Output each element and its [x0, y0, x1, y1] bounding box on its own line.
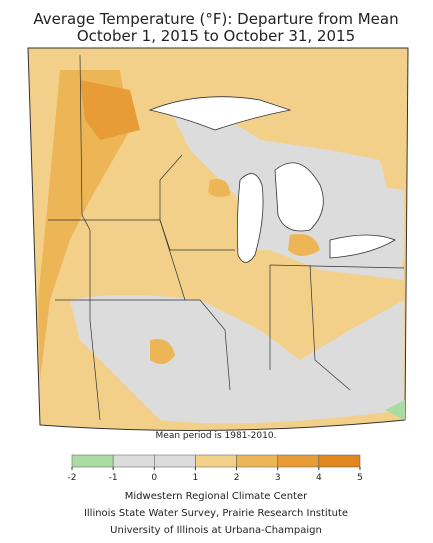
lake-erie	[329, 234, 396, 259]
cool-region	[385, 400, 405, 420]
colorbar-tick-label: 0	[151, 473, 157, 483]
warm-region	[150, 179, 320, 364]
colorbar-tick-label: -1	[109, 473, 118, 483]
hot-region	[80, 80, 140, 140]
warm-region	[38, 70, 130, 380]
colorbar-bin	[195, 454, 237, 468]
colorbar-bin	[71, 454, 114, 468]
colorbar-tick-label: 4	[316, 473, 322, 483]
colorbar-bin	[318, 454, 361, 468]
lower-michigan-lake-shore	[274, 162, 324, 232]
colorbar-tick-label: 5	[357, 473, 363, 483]
colorbar-bin	[277, 454, 320, 468]
title: Average Temperature (°F): Departure from…	[33, 10, 398, 28]
lake-michigan	[236, 173, 264, 263]
credit: Midwestern Regional Climate Center	[125, 491, 308, 502]
gray-region	[70, 295, 404, 424]
map	[27, 47, 409, 431]
colorbar-tick-label: 2	[234, 473, 240, 483]
note: Mean period is 1981-2010.	[156, 431, 277, 441]
colorbar-bin	[154, 454, 196, 468]
lake-superior	[148, 96, 292, 131]
title: October 1, 2015 to October 31, 2015	[77, 27, 355, 45]
credit: Illinois State Water Survey, Prairie Res…	[84, 508, 348, 519]
colorbar-bin	[236, 454, 278, 468]
colorbar-tick-label: 1	[193, 473, 199, 483]
colorbar: -2 -1 0 1 2 3 4 5	[68, 454, 363, 483]
state-borders	[48, 54, 405, 421]
colorbar-bin	[112, 454, 155, 468]
colorbar-tick-label: 3	[275, 473, 281, 483]
colorbar-tick-label: -2	[68, 473, 77, 483]
credit: University of Illinois at Urbana-Champai…	[110, 525, 322, 536]
